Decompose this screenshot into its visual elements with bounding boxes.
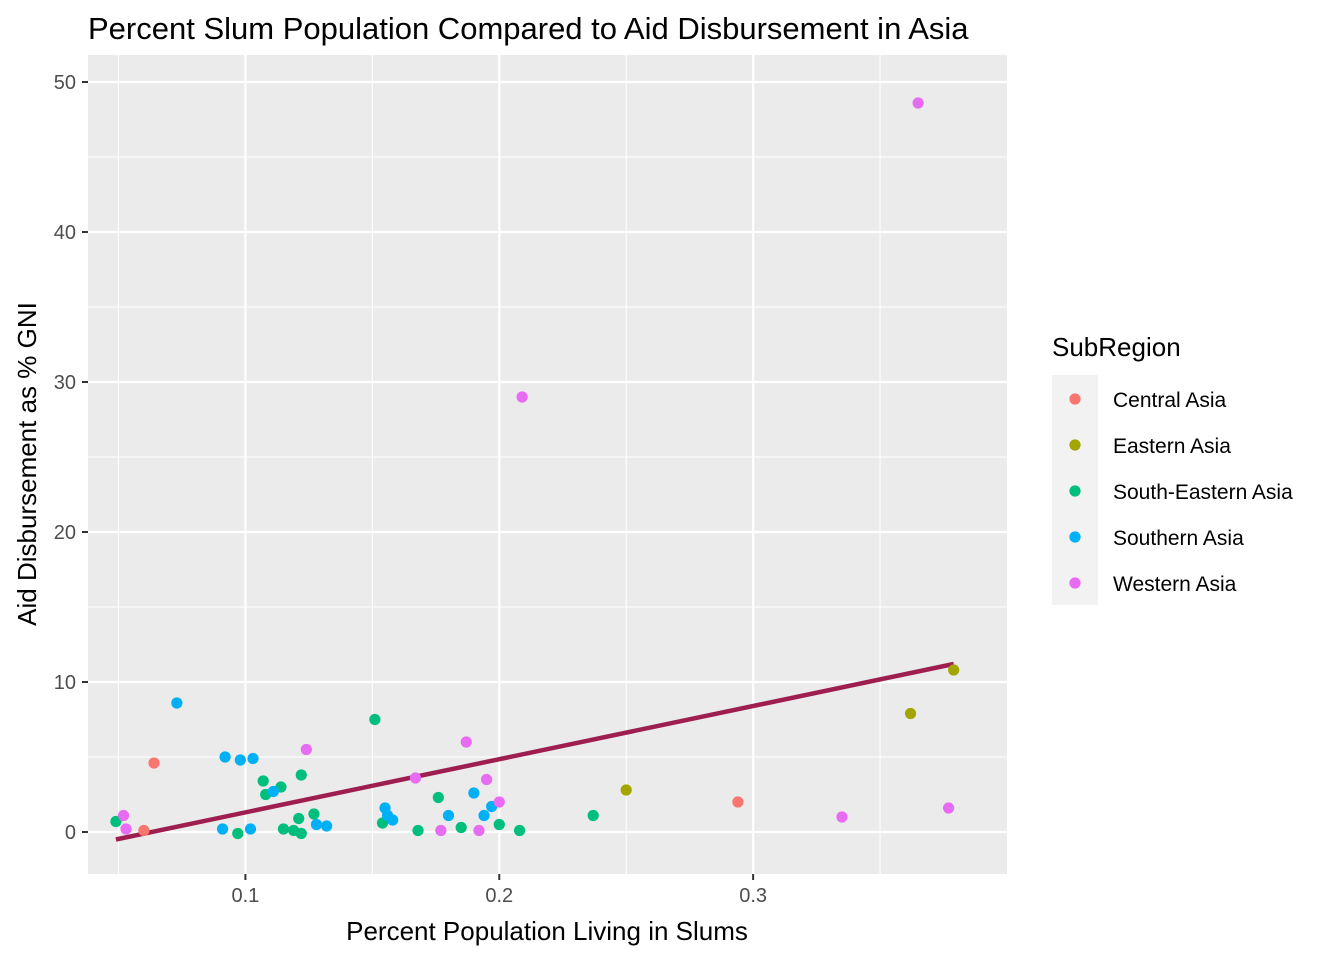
y-tick-label: 0: [65, 822, 76, 844]
minor-gridlines: [88, 55, 1007, 874]
point-south-eastern-asia: [412, 824, 424, 837]
point-southern-asia: [216, 823, 229, 835]
x-tick-label: 0.3: [739, 885, 767, 907]
legend-key-southern-asia: [1069, 531, 1081, 543]
y-tick-label: 10: [54, 672, 76, 694]
point-southern-asia: [478, 809, 490, 822]
point-southern-asia: [310, 818, 323, 831]
point-western-asia: [473, 824, 485, 837]
point-southern-asia: [247, 752, 259, 765]
x-axis-title: Percent Population Living in Slums: [346, 916, 748, 946]
major-gridlines: [88, 55, 1007, 874]
point-southern-asia: [219, 751, 231, 763]
point-southern-asia: [468, 787, 480, 799]
legend-label-central-asia: Central Asia: [1113, 389, 1227, 412]
point-south-eastern-asia: [455, 821, 467, 834]
point-central-asia: [732, 796, 744, 808]
y-axis-title: Aid Disbursement as % GNI: [12, 302, 42, 626]
legend-label-southern-asia: Southern Asia: [1113, 527, 1244, 550]
point-southern-asia: [267, 785, 279, 798]
point-eastern-asia: [904, 707, 917, 720]
point-eastern-asia: [948, 664, 960, 676]
x-axis: 0.1 0.2 0.3: [231, 874, 767, 907]
point-western-asia: [836, 811, 848, 823]
point-western-asia: [120, 823, 132, 835]
point-south-eastern-asia: [110, 815, 122, 828]
x-tick-label: 0.1: [231, 885, 259, 907]
point-south-eastern-asia: [257, 775, 269, 787]
y-tick-label: 40: [54, 222, 76, 244]
y-tick-label: 20: [54, 522, 76, 544]
point-south-eastern-asia: [293, 812, 305, 825]
point-southern-asia: [171, 697, 183, 709]
point-south-eastern-asia: [493, 818, 505, 831]
point-south-eastern-asia: [295, 769, 307, 781]
point-south-eastern-asia: [232, 827, 244, 840]
trend-line: [115, 661, 955, 842]
legend-label-western-asia: Western Asia: [1113, 573, 1237, 596]
point-southern-asia: [387, 814, 399, 826]
point-western-asia: [493, 796, 505, 808]
legend-key-central-asia: [1069, 393, 1081, 405]
data-points: [110, 97, 960, 840]
point-south-eastern-asia: [308, 808, 320, 820]
point-western-asia: [516, 391, 528, 403]
legend-label-south-eastern-asia: South-Eastern Asia: [1113, 481, 1293, 504]
point-south-eastern-asia: [369, 713, 381, 726]
point-south-eastern-asia: [432, 791, 444, 804]
legend-items: Central Asia Eastern Asia South-Eastern As…: [1069, 389, 1293, 596]
legend-title: SubRegion: [1052, 332, 1181, 362]
y-axis: 0 10 20 30 40 50: [54, 72, 88, 844]
point-eastern-asia: [620, 784, 632, 796]
point-western-asia: [300, 743, 312, 756]
point-south-eastern-asia: [295, 827, 307, 840]
point-western-asia: [943, 802, 955, 814]
point-western-asia: [435, 824, 447, 837]
point-western-asia: [480, 773, 493, 786]
chart-title: Percent Slum Population Compared to Aid …: [88, 11, 969, 46]
legend-key-eastern-asia: [1069, 439, 1081, 451]
legend: SubRegion Central Asia Eastern Asia South-…: [1052, 332, 1293, 605]
point-western-asia: [460, 736, 472, 748]
point-south-eastern-asia: [587, 809, 599, 822]
point-southern-asia: [321, 820, 333, 832]
point-western-asia: [409, 772, 422, 784]
legend-key-western-asia: [1069, 577, 1081, 589]
trend-line-group: [115, 661, 955, 842]
point-southern-asia: [234, 754, 246, 766]
point-central-asia: [148, 757, 160, 769]
legend-key-south-eastern-asia: [1069, 485, 1081, 497]
y-tick-label: 30: [54, 372, 76, 394]
point-western-asia: [912, 97, 924, 109]
point-south-eastern-asia: [513, 824, 526, 837]
point-western-asia: [117, 809, 130, 822]
x-tick-label: 0.2: [485, 885, 513, 907]
point-southern-asia: [442, 809, 455, 822]
y-tick-label: 50: [54, 72, 76, 94]
point-south-eastern-asia: [277, 823, 290, 835]
legend-label-eastern-asia: Eastern Asia: [1113, 435, 1231, 458]
plot-panel: [88, 55, 1007, 874]
point-central-asia: [138, 824, 150, 837]
point-southern-asia: [244, 823, 257, 835]
